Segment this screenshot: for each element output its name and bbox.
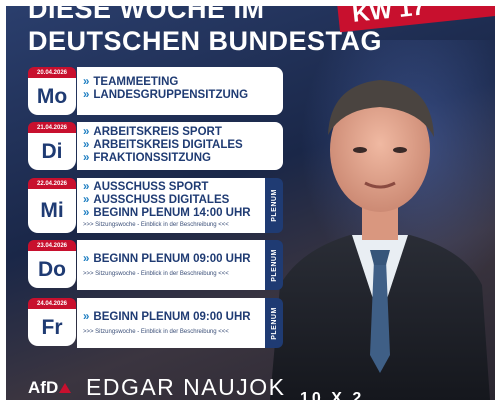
agenda-item: » ARBEITSKREIS DIGITALES	[83, 139, 243, 151]
agenda-item: » BEGINN PLENUM 14:00 UHR	[83, 207, 251, 219]
date-label: 22.04.2026	[28, 178, 76, 190]
footer-handle: 10 X 2	[300, 390, 365, 400]
agenda-item: » AUSSCHUSS SPORT	[83, 181, 209, 193]
date-label: 20.04.2026	[28, 67, 76, 79]
agenda-box: » BEGINN PLENUM 09:00 UHR >>> Sitzungswoc…	[77, 240, 265, 290]
agenda-item: » BEGINN PLENUM 09:00 UHR	[83, 253, 251, 265]
title-line-2: DEUTSCHEN BUNDESTAG	[28, 26, 383, 56]
date-label: 21.04.2026	[28, 122, 76, 134]
plenum-label: PLENUM	[265, 240, 283, 290]
double-chevron-right-icon: »	[83, 207, 90, 219]
double-chevron-right-icon: »	[83, 152, 90, 164]
double-chevron-right-icon: »	[83, 311, 90, 323]
agenda-item: » LANDESGRUPPENSITZUNG	[83, 89, 249, 101]
agenda-item: » TEAMMEETING	[83, 76, 179, 88]
agenda-item: » BEGINN PLENUM 09:00 UHR	[83, 311, 251, 323]
agenda-box: » TEAMMEETING » LANDESGRUPPENSITZUNG	[77, 67, 283, 115]
double-chevron-right-icon: »	[83, 139, 90, 151]
person-name: EDGAR NAUJOK	[86, 374, 286, 400]
agenda-item: » ARBEITSKREIS SPORT	[83, 126, 222, 138]
arrow-up-icon	[59, 383, 72, 393]
day-label: Fr	[28, 309, 76, 346]
day-label: Mo	[28, 78, 76, 115]
agenda-box: » BEGINN PLENUM 09:00 UHR >>> Sitzungswoc…	[77, 298, 265, 348]
plenum-label: PLENUM	[265, 298, 283, 348]
date-label: 24.04.2026	[28, 298, 76, 310]
agenda-box: » ARBEITSKREIS SPORT » ARBEITSKREIS DIGITA…	[77, 122, 283, 170]
day-label: Do	[28, 251, 76, 288]
agenda-item: » AUSSCHUSS DIGITALES	[83, 194, 230, 206]
title-line-1: DIESE WOCHE IM	[28, 0, 265, 24]
double-chevron-right-icon: »	[83, 89, 90, 101]
agenda-box: » AUSSCHUSS SPORT » AUSSCHUSS DIGITALES » B…	[77, 178, 265, 233]
session-note: >>> Sitzungswoche - Einblick in der Besc…	[83, 271, 229, 277]
party-logo: AfD	[28, 378, 72, 398]
agenda-item: » FRAKTIONSSITZUNG	[83, 152, 211, 164]
week-badge: KW 17	[336, 0, 495, 33]
session-note: >>> Sitzungswoche - Einblick in der Besc…	[83, 329, 229, 335]
double-chevron-right-icon: »	[83, 181, 90, 193]
double-chevron-right-icon: »	[83, 76, 90, 88]
date-label: 23.04.2026	[28, 240, 76, 252]
day-label: Di	[28, 133, 76, 170]
portrait-photo	[270, 80, 490, 400]
double-chevron-right-icon: »	[83, 126, 90, 138]
session-note: >>> Sitzungswoche - Einblick in der Besc…	[83, 222, 229, 228]
day-label: Mi	[28, 189, 76, 233]
plenum-label: PLENUM	[265, 178, 283, 233]
double-chevron-right-icon: »	[83, 253, 90, 265]
page-title: DIESE WOCHE IM DEUTSCHEN BUNDESTAG	[28, 0, 382, 56]
double-chevron-right-icon: »	[83, 194, 90, 206]
